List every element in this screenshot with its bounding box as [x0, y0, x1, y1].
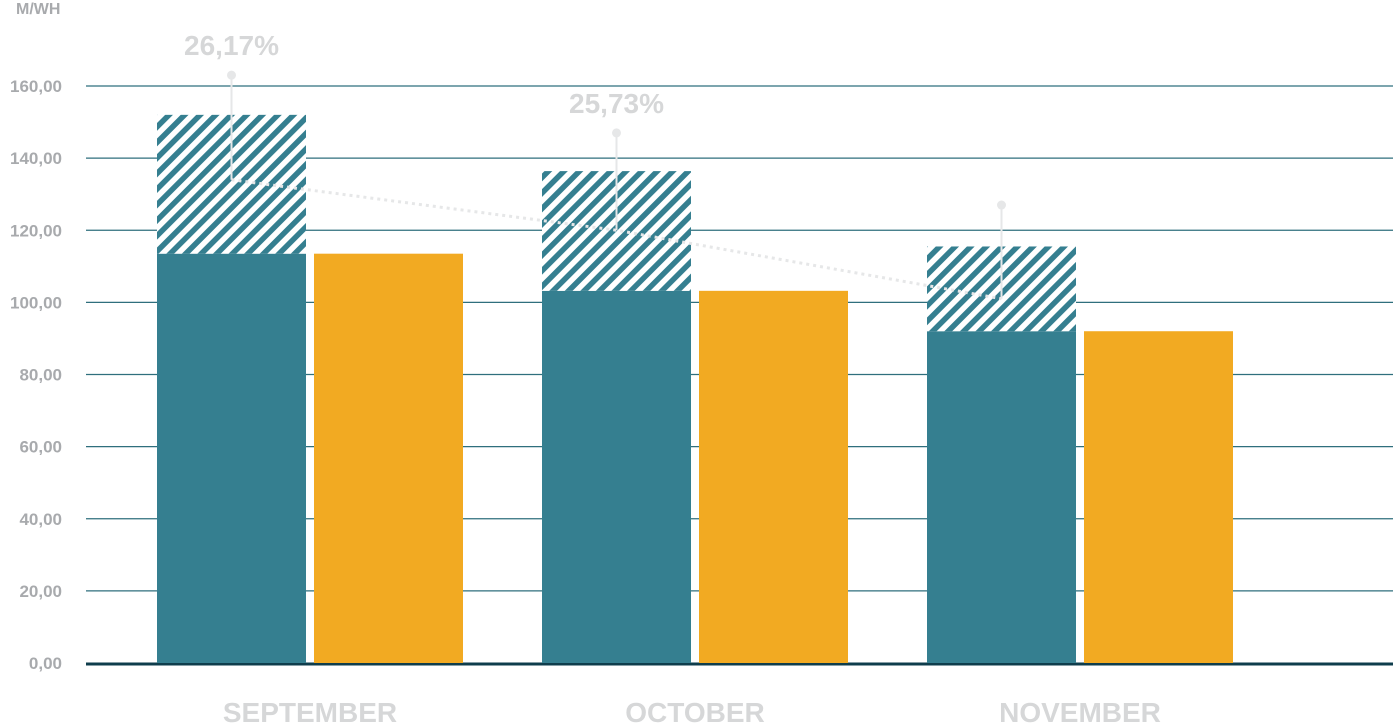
percentage-label: 25,73% — [569, 88, 664, 119]
y-tick-label: 120,00 — [10, 221, 62, 240]
y-tick-labels: 0,00 20,00 40,00 60,00 80,00 100,00 120,00 140,… — [10, 77, 62, 673]
y-tick-label: 40,00 — [19, 510, 62, 529]
annotations: 26,17% 25,73% — [184, 30, 1006, 299]
percentage-label: 26,17% — [184, 30, 279, 61]
y-axis-unit-label: M/WH — [16, 1, 60, 18]
annotation-marker — [997, 200, 1006, 210]
y-tick-label: 100,00 — [10, 293, 62, 312]
y-tick-label: 160,00 — [10, 77, 62, 96]
y-tick-label: 140,00 — [10, 149, 62, 168]
category-label: OCTOBER — [625, 697, 765, 723]
bar-gold — [699, 290, 848, 663]
category-label: SEPTEMBER — [223, 697, 397, 723]
bar-teal — [542, 290, 691, 663]
bars — [157, 114, 1233, 664]
y-tick-label: 0,00 — [29, 654, 62, 673]
category-label: NOVEMBER — [999, 697, 1161, 723]
bar-gold — [1084, 331, 1233, 663]
y-tick-label: 80,00 — [19, 366, 62, 385]
category-labels: SEPTEMBER OCTOBER NOVEMBER — [223, 697, 1161, 723]
bar-gold — [314, 253, 463, 664]
annotation-marker — [227, 70, 236, 80]
annotation-marker — [612, 128, 621, 138]
y-tick-label: 20,00 — [19, 582, 62, 601]
bar-teal — [927, 331, 1076, 663]
bar-teal — [157, 253, 306, 664]
y-tick-label: 60,00 — [19, 438, 62, 457]
